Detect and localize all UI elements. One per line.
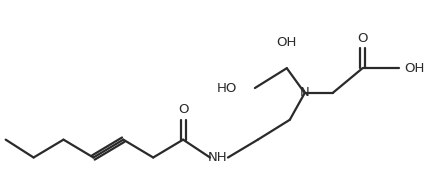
Text: O: O xyxy=(178,103,188,116)
Text: OH: OH xyxy=(404,62,425,75)
Text: HO: HO xyxy=(216,82,237,95)
Text: N: N xyxy=(300,87,310,100)
Text: O: O xyxy=(357,32,368,45)
Text: OH: OH xyxy=(277,36,297,49)
Text: NH: NH xyxy=(208,151,228,164)
